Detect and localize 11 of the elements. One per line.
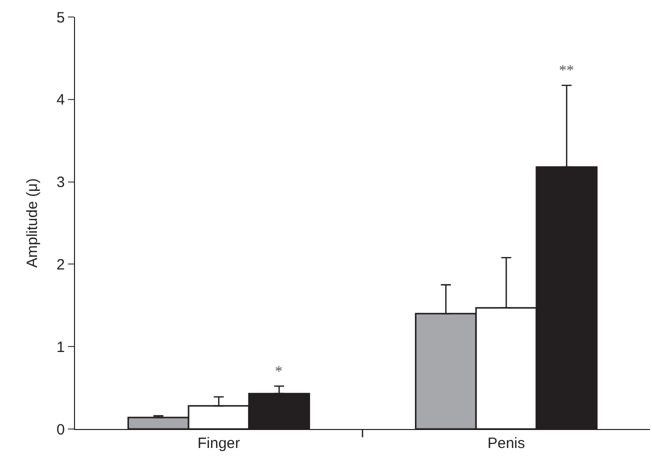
y-tick-label: 3 (56, 174, 65, 192)
x-tick-label: Finger (197, 435, 240, 452)
y-tick-label: 2 (56, 256, 65, 274)
annotation: * (275, 364, 282, 380)
y-axis-title: Amplitude (μ) (24, 178, 41, 268)
y-tick-label: 1 (56, 338, 65, 356)
y-tick-label: 5 (56, 9, 65, 26)
y-tick-label: 0 (56, 421, 65, 438)
annotation: ** (559, 63, 574, 79)
x-tick-label: Penis (487, 435, 526, 452)
y-tick-label: 4 (56, 92, 65, 109)
